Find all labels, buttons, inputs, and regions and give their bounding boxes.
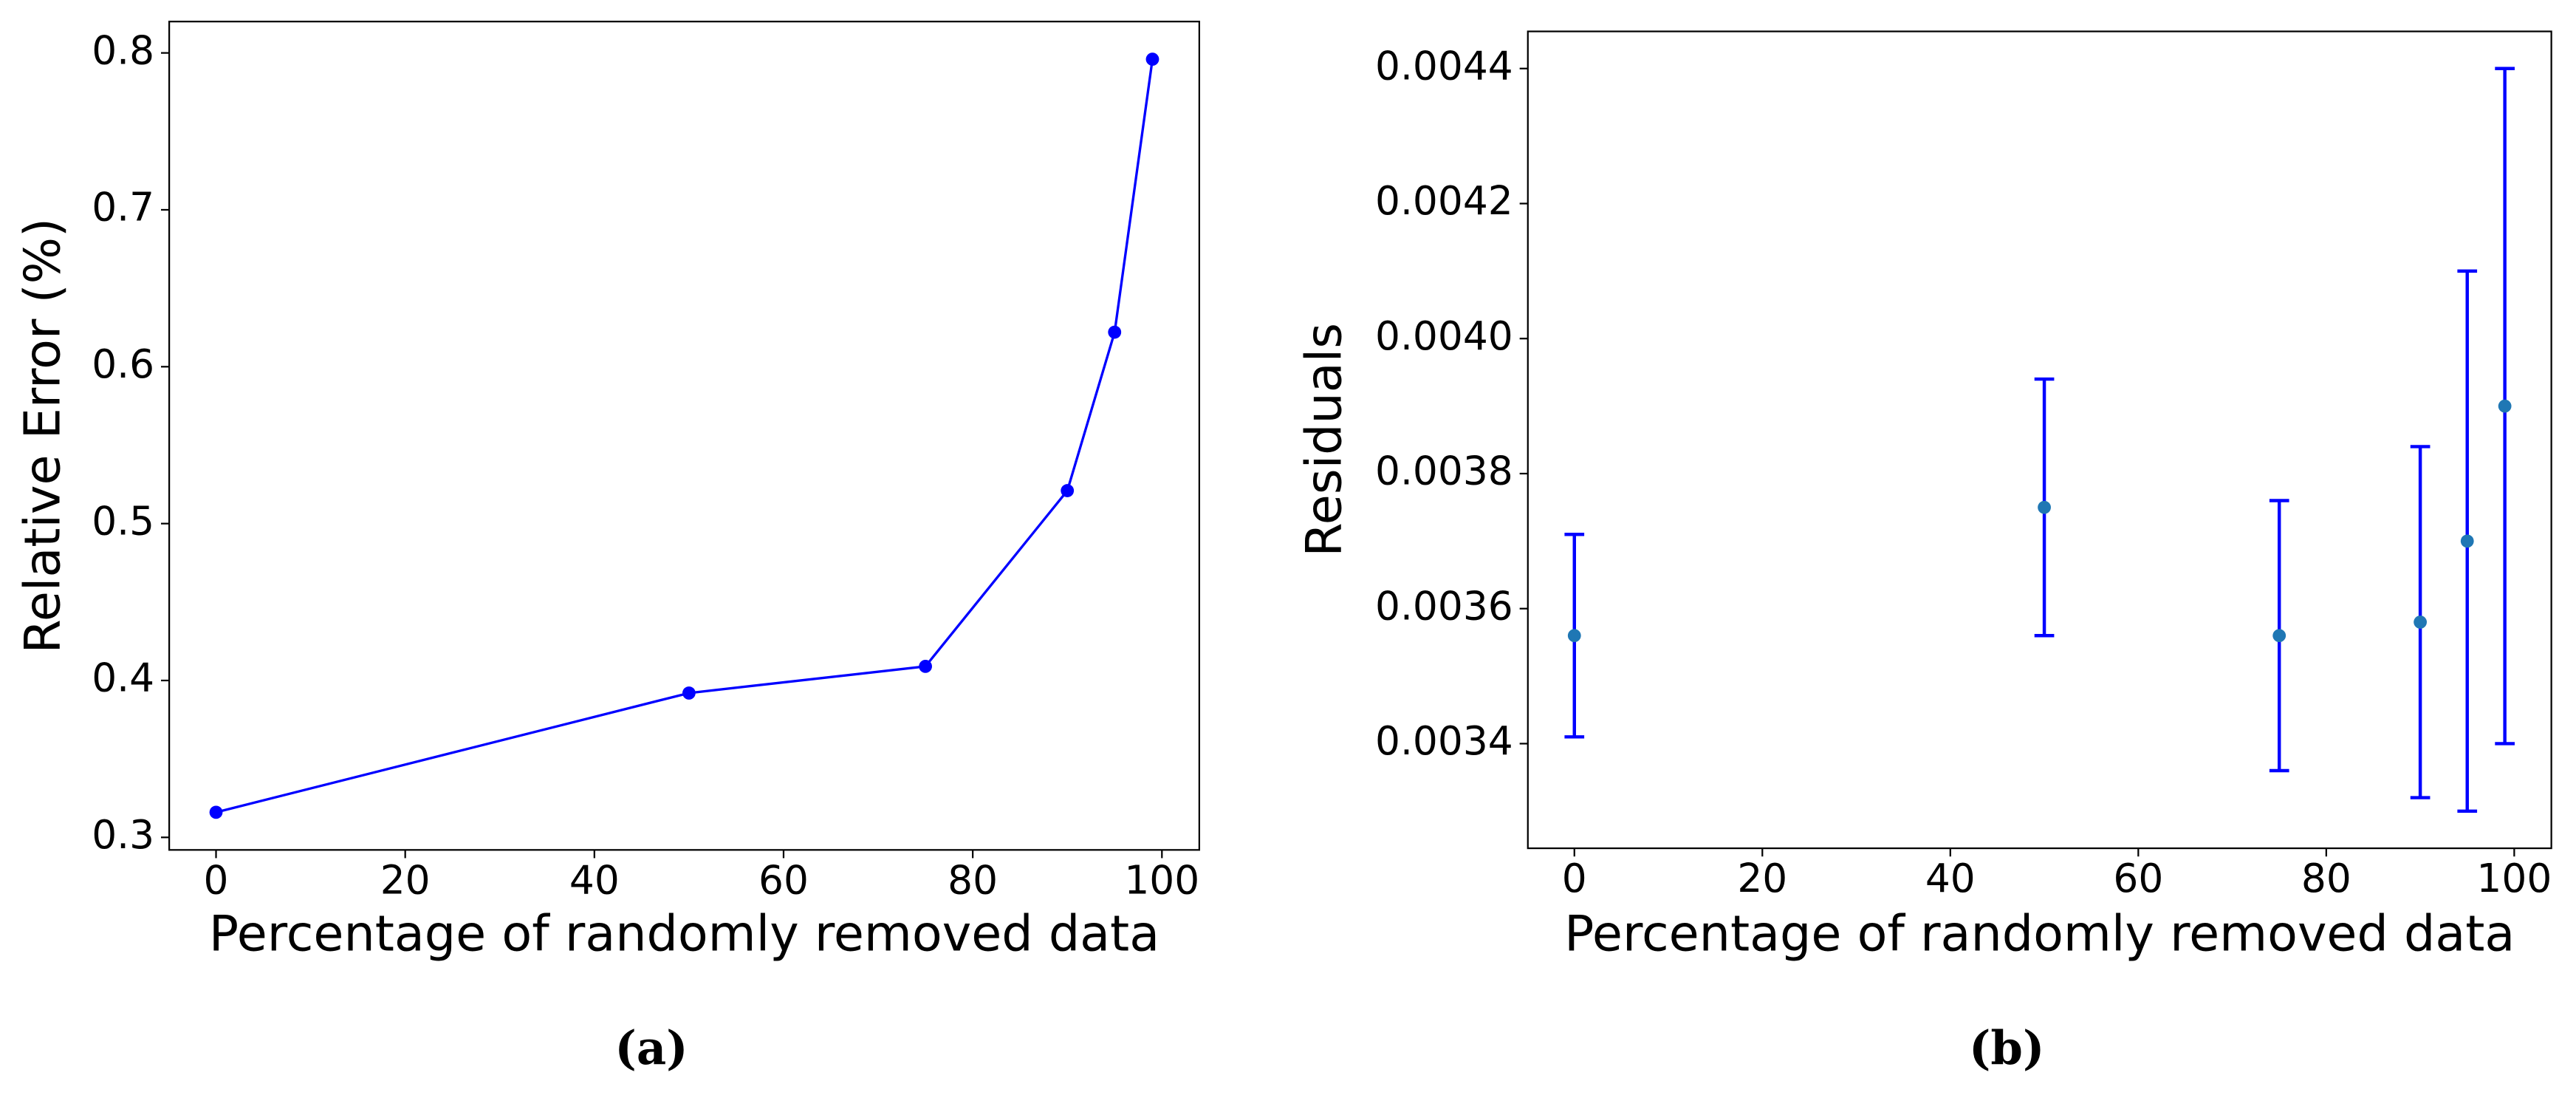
data-point bbox=[1108, 325, 1122, 339]
data-point bbox=[1061, 484, 1075, 497]
axes-frame bbox=[168, 21, 1200, 851]
y-axis-label: Residuals bbox=[1295, 323, 1352, 557]
x-tick-label: 40 bbox=[569, 856, 620, 903]
x-tick-label: 40 bbox=[1925, 855, 1976, 901]
y-tick-label: 0.8 bbox=[92, 27, 154, 73]
data-point bbox=[209, 805, 223, 819]
axes-frame bbox=[1527, 30, 2552, 850]
data-point bbox=[2272, 629, 2286, 643]
data-point bbox=[1567, 629, 1581, 643]
y-tick-label: 0.0034 bbox=[1375, 717, 1513, 764]
x-tick-label: 80 bbox=[2301, 855, 2351, 901]
y-tick-label: 0.0042 bbox=[1375, 177, 1513, 224]
y-tick-label: 0.0036 bbox=[1375, 582, 1513, 629]
y-tick-label: 0.0040 bbox=[1375, 313, 1513, 359]
y-tick-label: 0.5 bbox=[92, 497, 154, 544]
x-axis-label: Percentage of randomly removed data bbox=[209, 904, 1159, 962]
data-point bbox=[2460, 534, 2474, 548]
x-axis-label: Percentage of randomly removed data bbox=[1564, 904, 2515, 962]
y-tick-label: 0.0044 bbox=[1375, 42, 1513, 89]
x-tick-label: 20 bbox=[380, 856, 431, 903]
x-tick-label: 100 bbox=[2476, 855, 2552, 901]
x-tick-label: 100 bbox=[1124, 856, 1199, 903]
data-point bbox=[2038, 500, 2051, 514]
data-point bbox=[2414, 615, 2428, 629]
data-point bbox=[1145, 52, 1159, 66]
y-tick-label: 0.0038 bbox=[1375, 448, 1513, 494]
caption: (b) bbox=[1969, 1021, 2044, 1075]
y-axis-label: Relative Error (%) bbox=[13, 218, 71, 654]
x-tick-label: 80 bbox=[948, 856, 998, 903]
y-tick-label: 0.4 bbox=[92, 655, 154, 701]
x-tick-label: 0 bbox=[1562, 855, 1587, 901]
x-tick-label: 60 bbox=[2113, 855, 2163, 901]
x-tick-label: 0 bbox=[204, 856, 229, 903]
data-point bbox=[682, 686, 696, 700]
data-line bbox=[216, 58, 1154, 813]
x-tick-label: 60 bbox=[758, 856, 809, 903]
data-point bbox=[2498, 399, 2512, 413]
y-tick-label: 0.3 bbox=[92, 811, 154, 858]
y-tick-label: 0.6 bbox=[92, 341, 154, 387]
y-tick-label: 0.7 bbox=[92, 184, 154, 231]
data-point bbox=[919, 659, 932, 673]
caption: (a) bbox=[614, 1021, 688, 1075]
x-tick-label: 20 bbox=[1737, 855, 1787, 901]
